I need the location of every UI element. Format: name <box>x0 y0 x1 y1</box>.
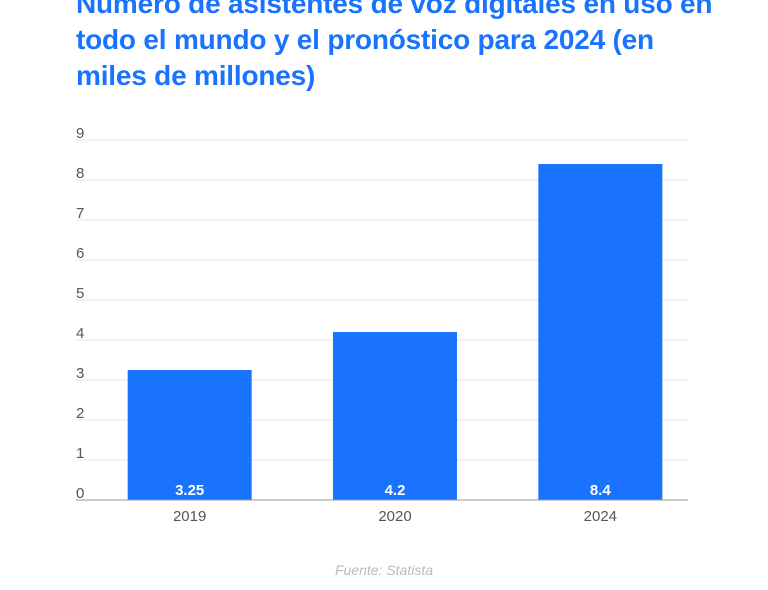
data-label: 3.25 <box>175 482 204 499</box>
y-tick-label: 4 <box>76 325 84 342</box>
chart-title: Número de asistentes de voz digitales en… <box>76 0 713 91</box>
bar <box>333 332 457 500</box>
bar <box>538 164 663 500</box>
y-tick-label: 1 <box>76 445 84 462</box>
x-tick-label: 2020 <box>378 508 411 525</box>
data-label: 8.4 <box>590 482 612 499</box>
y-tick-label: 5 <box>76 285 84 302</box>
data-label: 4.2 <box>385 482 406 499</box>
y-tick-label: 2 <box>76 405 84 422</box>
y-tick-label: 7 <box>76 205 84 222</box>
y-tick-label: 0 <box>76 485 84 502</box>
bar <box>127 370 252 500</box>
x-tick-label: 2024 <box>584 508 617 525</box>
source-note: Fuente: Statista <box>334 562 434 578</box>
y-tick-label: 6 <box>76 245 84 262</box>
x-tick-label: 2019 <box>173 508 206 525</box>
y-tick-label: 8 <box>76 165 84 182</box>
y-tick-label: 3 <box>76 365 84 382</box>
y-tick-label: 9 <box>76 125 84 142</box>
